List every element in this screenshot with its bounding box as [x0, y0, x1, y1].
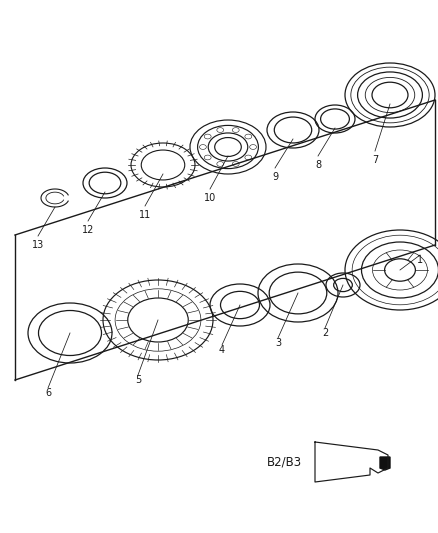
Text: B2/B3: B2/B3	[267, 456, 302, 469]
Text: 3: 3	[275, 338, 281, 348]
Text: 1: 1	[417, 255, 423, 265]
Text: 6: 6	[45, 388, 51, 398]
Text: 11: 11	[139, 210, 151, 220]
Text: 12: 12	[82, 225, 94, 235]
Text: 2: 2	[322, 328, 328, 338]
Polygon shape	[380, 457, 390, 470]
Text: 10: 10	[204, 193, 216, 203]
Text: 4: 4	[219, 345, 225, 355]
Text: 5: 5	[135, 375, 141, 385]
Text: 8: 8	[315, 160, 321, 170]
Text: 7: 7	[372, 155, 378, 165]
Text: 9: 9	[272, 172, 278, 182]
Text: 13: 13	[32, 240, 44, 250]
